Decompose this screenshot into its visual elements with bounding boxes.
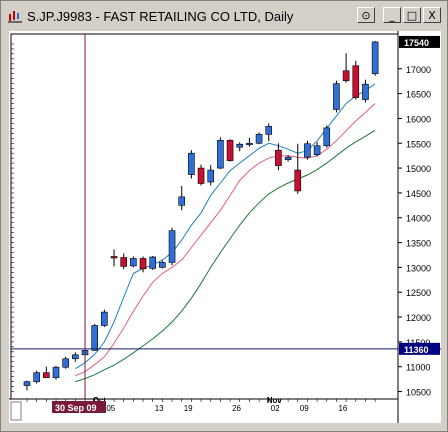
chart-background[interactable] [9, 31, 441, 423]
maximize-button[interactable]: □ [403, 7, 421, 23]
candle-body [110, 256, 118, 259]
candle-body [352, 65, 360, 98]
candle-body [23, 381, 31, 386]
close-button[interactable]: X [423, 7, 441, 23]
time-tick-label: 09 [300, 404, 309, 413]
crosshair-date-box [52, 401, 107, 413]
candle-body [207, 169, 215, 183]
price-tick-label: 14000 [406, 214, 431, 224]
candle-body [159, 262, 166, 268]
time-tick-label: 16 [338, 404, 347, 413]
price-tick-label: 15000 [406, 164, 431, 174]
time-tick-label: 13 [155, 404, 164, 413]
candle-body [323, 127, 331, 147]
price-tick-label: 10500 [406, 388, 431, 398]
crosshair-price-box [399, 342, 440, 355]
time-scroll-handle[interactable] [10, 401, 22, 421]
price-tick-label: 16000 [406, 114, 431, 124]
candle-body [304, 143, 311, 158]
price-tick-label: 15500 [406, 139, 431, 149]
candle-body [255, 134, 263, 144]
minimize-button[interactable]: _ [383, 7, 401, 23]
price-tick-label: 12000 [406, 313, 431, 323]
price-tick-label: 13000 [406, 263, 431, 273]
price-tick-label: 14500 [406, 189, 431, 199]
candle-body [101, 311, 108, 326]
candle-body [188, 152, 195, 175]
time-tick-label: 19 [184, 404, 193, 413]
price-tick-label: 13500 [406, 239, 431, 249]
candle-body [226, 139, 234, 161]
candle-body [362, 83, 369, 100]
candle-body [62, 358, 69, 368]
candle-body [120, 257, 127, 267]
candle-body [139, 258, 147, 270]
candle-body [33, 372, 40, 382]
candle-body [52, 366, 60, 378]
candle-body [284, 156, 292, 160]
price-tick-label: 16500 [406, 90, 431, 100]
candle-body [275, 149, 282, 166]
candle-body [168, 230, 176, 263]
last-price-box [399, 35, 440, 48]
title-bar[interactable]: S.JP.J9983 - FAST RETAILING CO LTD, Dail… [3, 3, 445, 29]
candle-body [342, 70, 350, 81]
time-tick-label: 05 [106, 404, 115, 413]
candle-body [178, 196, 186, 206]
month-label: Oct [93, 396, 107, 405]
ma-mid-line [75, 103, 376, 377]
price-tick-label: 12500 [406, 288, 431, 298]
candle-body [236, 143, 244, 148]
candle-body [91, 325, 98, 351]
month-label: Nov [267, 396, 283, 405]
chart-area[interactable]: 1050011000115001200012500130001350014000… [9, 31, 441, 423]
ma-slow-line [75, 129, 376, 383]
price-chart[interactable]: 1050011000115001200012500130001350014000… [9, 31, 441, 423]
last-price-label: 17540 [404, 38, 429, 48]
crosshair-date-label: 30 Sep 09 [55, 403, 97, 413]
window-title: S.JP.J9983 - FAST RETAILING CO LTD, Dail… [27, 8, 294, 24]
time-tick-label: 02 [271, 404, 280, 413]
candle-body [130, 258, 137, 267]
candle-body [246, 142, 253, 146]
candle-body [217, 139, 224, 169]
crosshair-price-label: 11360 [404, 345, 429, 355]
candle-body [265, 126, 273, 135]
candle-body [149, 256, 157, 269]
candle-body [313, 145, 321, 155]
candle-body [43, 372, 50, 378]
price-tick-label: 17000 [406, 65, 431, 75]
time-tick-label: 26 [232, 404, 241, 413]
candle-body [294, 169, 302, 192]
candle-body [371, 41, 379, 75]
price-tick-label: 11000 [406, 363, 430, 373]
candle-body [197, 167, 205, 184]
candle-body [333, 83, 340, 110]
chart-app-icon [7, 8, 23, 24]
pin-button[interactable]: ⊙ [357, 7, 375, 23]
candle-body [72, 354, 79, 360]
